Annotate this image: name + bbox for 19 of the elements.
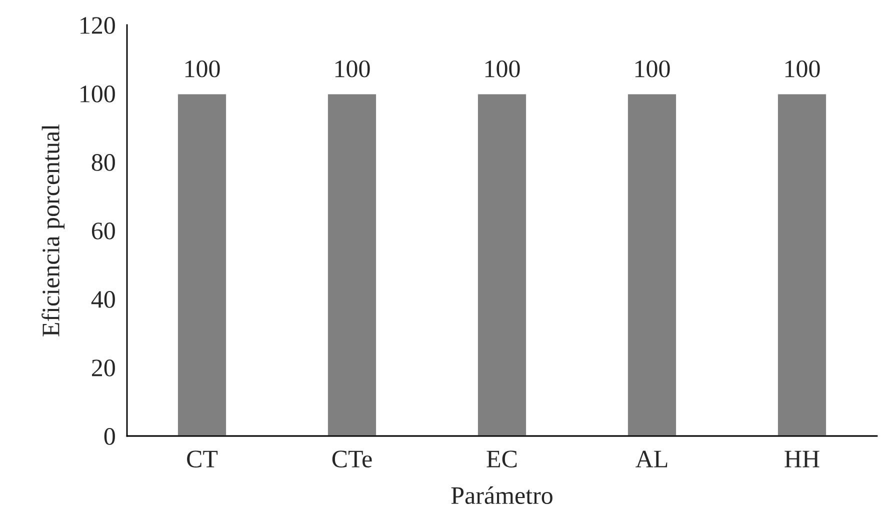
data-label: 100 xyxy=(785,60,820,78)
x-tick-label: AL xyxy=(636,450,668,468)
data-label: 100 xyxy=(485,60,520,78)
y-tick-label: 120 xyxy=(80,17,115,34)
y-tick-label: 0 xyxy=(104,428,115,445)
data-label: 100 xyxy=(335,60,370,78)
y-tick-label: 80 xyxy=(92,154,115,171)
data-label: 100 xyxy=(185,60,220,78)
y-tick-label: 20 xyxy=(92,360,115,376)
y-tick-label: 100 xyxy=(80,86,115,102)
y-tick-label: 60 xyxy=(92,222,115,240)
y-tick-label: 40 xyxy=(91,291,115,308)
data-label: 100 xyxy=(635,60,670,78)
x-tick-label: HH xyxy=(784,450,820,468)
x-tick-label: CT xyxy=(187,450,218,468)
x-tick-label: EC xyxy=(486,450,517,468)
x-axis-title: Parámetro xyxy=(451,486,552,504)
y-axis-title: Eficiencia porcentual xyxy=(42,124,64,336)
x-tick-label: CTe xyxy=(332,450,372,468)
